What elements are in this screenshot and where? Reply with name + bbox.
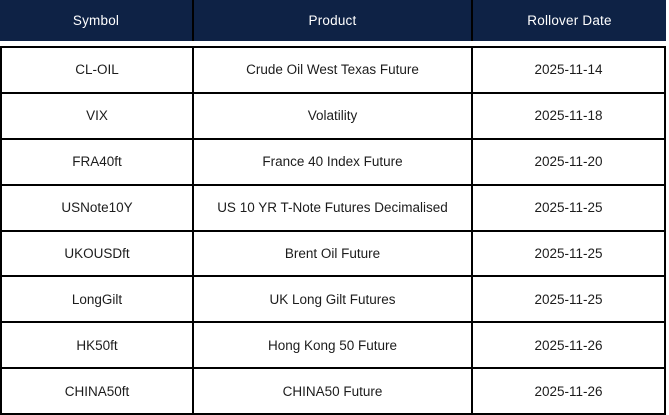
cell-product: Crude Oil West Texas Future [194, 48, 471, 92]
cell-product: UK Long Gilt Futures [194, 277, 471, 322]
header-right-spacer [666, 0, 669, 41]
cell-product: France 40 Index Future [194, 139, 471, 184]
cell-rollover-date: 2025-11-20 [473, 139, 664, 184]
cell-product: Hong Kong 50 Future [194, 323, 471, 368]
header-divider [471, 0, 473, 41]
cell-product: US 10 YR T-Note Futures Decimalised [194, 185, 471, 230]
cell-product: Volatility [194, 93, 471, 138]
cell-symbol: VIX [2, 93, 192, 138]
header-divider [192, 0, 194, 41]
cell-symbol: CL-OIL [2, 48, 192, 92]
table-header-row: Symbol Product Rollover Date [0, 0, 669, 41]
cell-symbol: UKOUSDft [2, 231, 192, 276]
header-body-gap [0, 41, 669, 46]
cell-rollover-date: 2025-11-25 [473, 231, 664, 276]
header-cell-rollover-date: Rollover Date [473, 0, 666, 41]
cell-symbol: HK50ft [2, 323, 192, 368]
cell-product: CHINA50 Future [194, 369, 471, 413]
cell-symbol: FRA40ft [2, 139, 192, 184]
cell-symbol: LongGilt [2, 277, 192, 322]
table-body: CL-OIL Crude Oil West Texas Future 2025-… [0, 46, 666, 415]
cell-rollover-date: 2025-11-25 [473, 277, 664, 322]
cell-rollover-date: 2025-11-26 [473, 369, 664, 413]
cell-symbol: CHINA50ft [2, 369, 192, 413]
cell-rollover-date: 2025-11-18 [473, 93, 664, 138]
cell-symbol: USNote10Y [2, 185, 192, 230]
header-cell-product: Product [194, 0, 471, 41]
cell-product: Brent Oil Future [194, 231, 471, 276]
cell-rollover-date: 2025-11-26 [473, 323, 664, 368]
header-cell-symbol: Symbol [0, 0, 192, 41]
cell-rollover-date: 2025-11-14 [473, 48, 664, 92]
cell-rollover-date: 2025-11-25 [473, 185, 664, 230]
